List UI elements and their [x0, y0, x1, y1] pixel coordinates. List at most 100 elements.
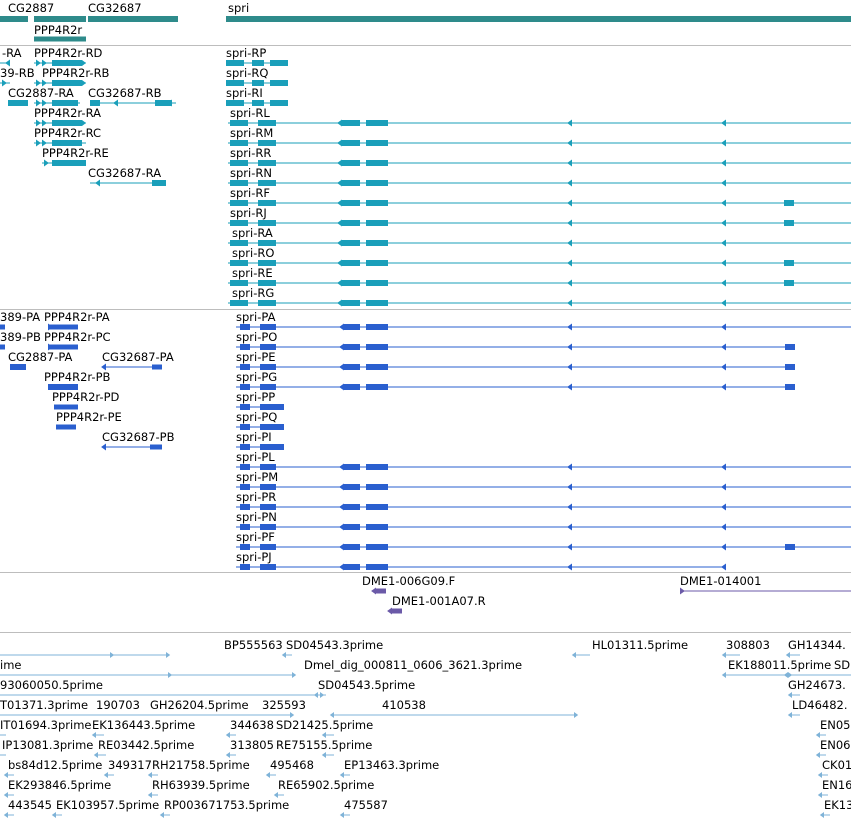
strand-arrow[interactable]: [48, 323, 53, 331]
exon-block[interactable]: [240, 444, 250, 450]
exon-block[interactable]: [152, 364, 162, 370]
proteins-feature-label[interactable]: spri-PO: [236, 330, 278, 344]
ests-feature-label[interactable]: IP13081.3prime: [2, 738, 94, 752]
exon-block[interactable]: [366, 220, 388, 226]
strand-arrow[interactable]: [36, 79, 41, 87]
exon-block[interactable]: [344, 364, 360, 370]
exon-block[interactable]: [342, 280, 360, 286]
transcripts-feature-label[interactable]: 39-RB: [0, 66, 35, 80]
exon-block[interactable]: [342, 200, 360, 206]
strand-arrow[interactable]: [159, 812, 164, 818]
strand-arrow[interactable]: [571, 652, 576, 658]
strand-arrow[interactable]: [567, 563, 572, 571]
feature-end[interactable]: [82, 120, 86, 126]
exon-block[interactable]: [240, 484, 250, 490]
exon-block[interactable]: [366, 344, 388, 350]
genes-feature-label[interactable]: CG32687: [88, 1, 142, 15]
strand-arrow[interactable]: [787, 692, 792, 698]
exon-block[interactable]: [258, 240, 276, 246]
strand-arrow[interactable]: [281, 652, 286, 658]
proteins-feature-label[interactable]: PPP4R2r-PB: [44, 370, 111, 384]
ests-feature-label[interactable]: 325593: [262, 698, 306, 712]
transcripts-feature-label[interactable]: PPP4R2r-RE: [42, 146, 109, 160]
exon-block[interactable]: [266, 444, 284, 450]
cdna-feature-label[interactable]: DME1-006G09.F: [362, 574, 456, 588]
exon-block[interactable]: [230, 160, 248, 166]
cdna-feature-label[interactable]: DME1-001A07.R: [392, 594, 486, 608]
transcripts-feature-label[interactable]: spri-RJ: [230, 206, 267, 220]
strand-arrow[interactable]: [147, 792, 152, 798]
transcripts-feature-label[interactable]: PPP4R2r-RA: [34, 106, 101, 120]
strand-arrow[interactable]: [339, 363, 344, 371]
exon-block[interactable]: [54, 404, 78, 410]
exon-block[interactable]: [226, 16, 851, 22]
proteins-feature-label[interactable]: CG32687-PB: [102, 430, 175, 444]
proteins-feature-label[interactable]: CG32687-PA: [102, 350, 174, 364]
strand-arrow[interactable]: [721, 463, 726, 471]
exon-block[interactable]: [260, 544, 276, 550]
exon-block[interactable]: [366, 160, 388, 166]
transcripts-feature-label[interactable]: PPP4R2r-RD: [34, 46, 103, 60]
proteins-feature-label[interactable]: spri-PP: [236, 390, 276, 404]
strand-arrow[interactable]: [567, 159, 572, 167]
exon-block[interactable]: [260, 524, 276, 530]
strand-arrow[interactable]: [815, 752, 820, 758]
ests-feature-label[interactable]: ime: [0, 658, 22, 672]
cdna-feature-label[interactable]: DME1-014001: [680, 574, 762, 588]
exon-block[interactable]: [52, 160, 86, 166]
ests-feature-label[interactable]: 443545: [8, 798, 52, 812]
ests-feature-label[interactable]: 495468: [270, 758, 314, 772]
strand-arrow[interactable]: [721, 159, 726, 167]
strand-arrow[interactable]: [785, 652, 790, 658]
exon-block[interactable]: [342, 120, 360, 126]
ests-feature-label[interactable]: 349317: [108, 758, 152, 772]
feature-end[interactable]: [82, 60, 86, 66]
exon-block[interactable]: [344, 464, 360, 470]
strand-arrow[interactable]: [721, 652, 726, 658]
exon-block[interactable]: [48, 384, 78, 390]
strand-arrow[interactable]: [567, 483, 572, 491]
exon-block[interactable]: [784, 220, 794, 226]
exon-block[interactable]: [344, 484, 360, 490]
ests-feature-label[interactable]: EK13: [824, 798, 851, 812]
strand-arrow[interactable]: [292, 672, 297, 678]
transcripts-feature-label[interactable]: CG32687-RB: [88, 86, 162, 100]
exon-block[interactable]: [344, 564, 360, 570]
strand-arrow[interactable]: [167, 99, 172, 107]
strand-arrow[interactable]: [36, 99, 41, 107]
exon-block[interactable]: [48, 324, 78, 330]
strand-arrow[interactable]: [721, 119, 726, 127]
strand-arrow[interactable]: [337, 259, 342, 267]
exon-block[interactable]: [48, 344, 78, 350]
exon-block[interactable]: [240, 324, 250, 330]
ests-feature-label[interactable]: GH26204.5prime: [150, 698, 249, 712]
exon-block[interactable]: [366, 364, 388, 370]
strand-arrow[interactable]: [721, 259, 726, 267]
strand-arrow[interactable]: [42, 79, 47, 87]
transcripts-feature-label[interactable]: PPP4R2r-RB: [42, 66, 110, 80]
exon-block[interactable]: [260, 464, 276, 470]
strand-arrow[interactable]: [95, 179, 100, 187]
strand-arrow[interactable]: [339, 483, 344, 491]
transcripts-feature-label[interactable]: CG32687-RA: [88, 166, 162, 180]
ests-feature-label[interactable]: SD04543.3prime: [286, 638, 384, 652]
strand-arrow[interactable]: [3, 792, 8, 798]
transcripts-feature-label[interactable]: spri-RF: [230, 186, 270, 200]
ests-feature-label[interactable]: CK01: [822, 758, 851, 772]
strand-arrow[interactable]: [321, 752, 326, 758]
strand-arrow[interactable]: [147, 772, 152, 778]
strand-arrow[interactable]: [36, 119, 41, 127]
exon-block[interactable]: [342, 300, 360, 306]
ests-feature-label[interactable]: EK188011.5prime: [728, 658, 832, 672]
strand-arrow[interactable]: [567, 523, 572, 531]
exon-block[interactable]: [258, 120, 276, 126]
exon-block[interactable]: [366, 200, 388, 206]
strand-arrow[interactable]: [337, 299, 342, 307]
strand-arrow[interactable]: [567, 503, 572, 511]
strand-arrow[interactable]: [337, 159, 342, 167]
strand-arrow[interactable]: [339, 503, 344, 511]
exon-block[interactable]: [0, 16, 28, 22]
exon-block[interactable]: [34, 36, 86, 42]
strand-arrow[interactable]: [329, 712, 334, 718]
proteins-feature-label[interactable]: 389-PB: [0, 330, 41, 344]
